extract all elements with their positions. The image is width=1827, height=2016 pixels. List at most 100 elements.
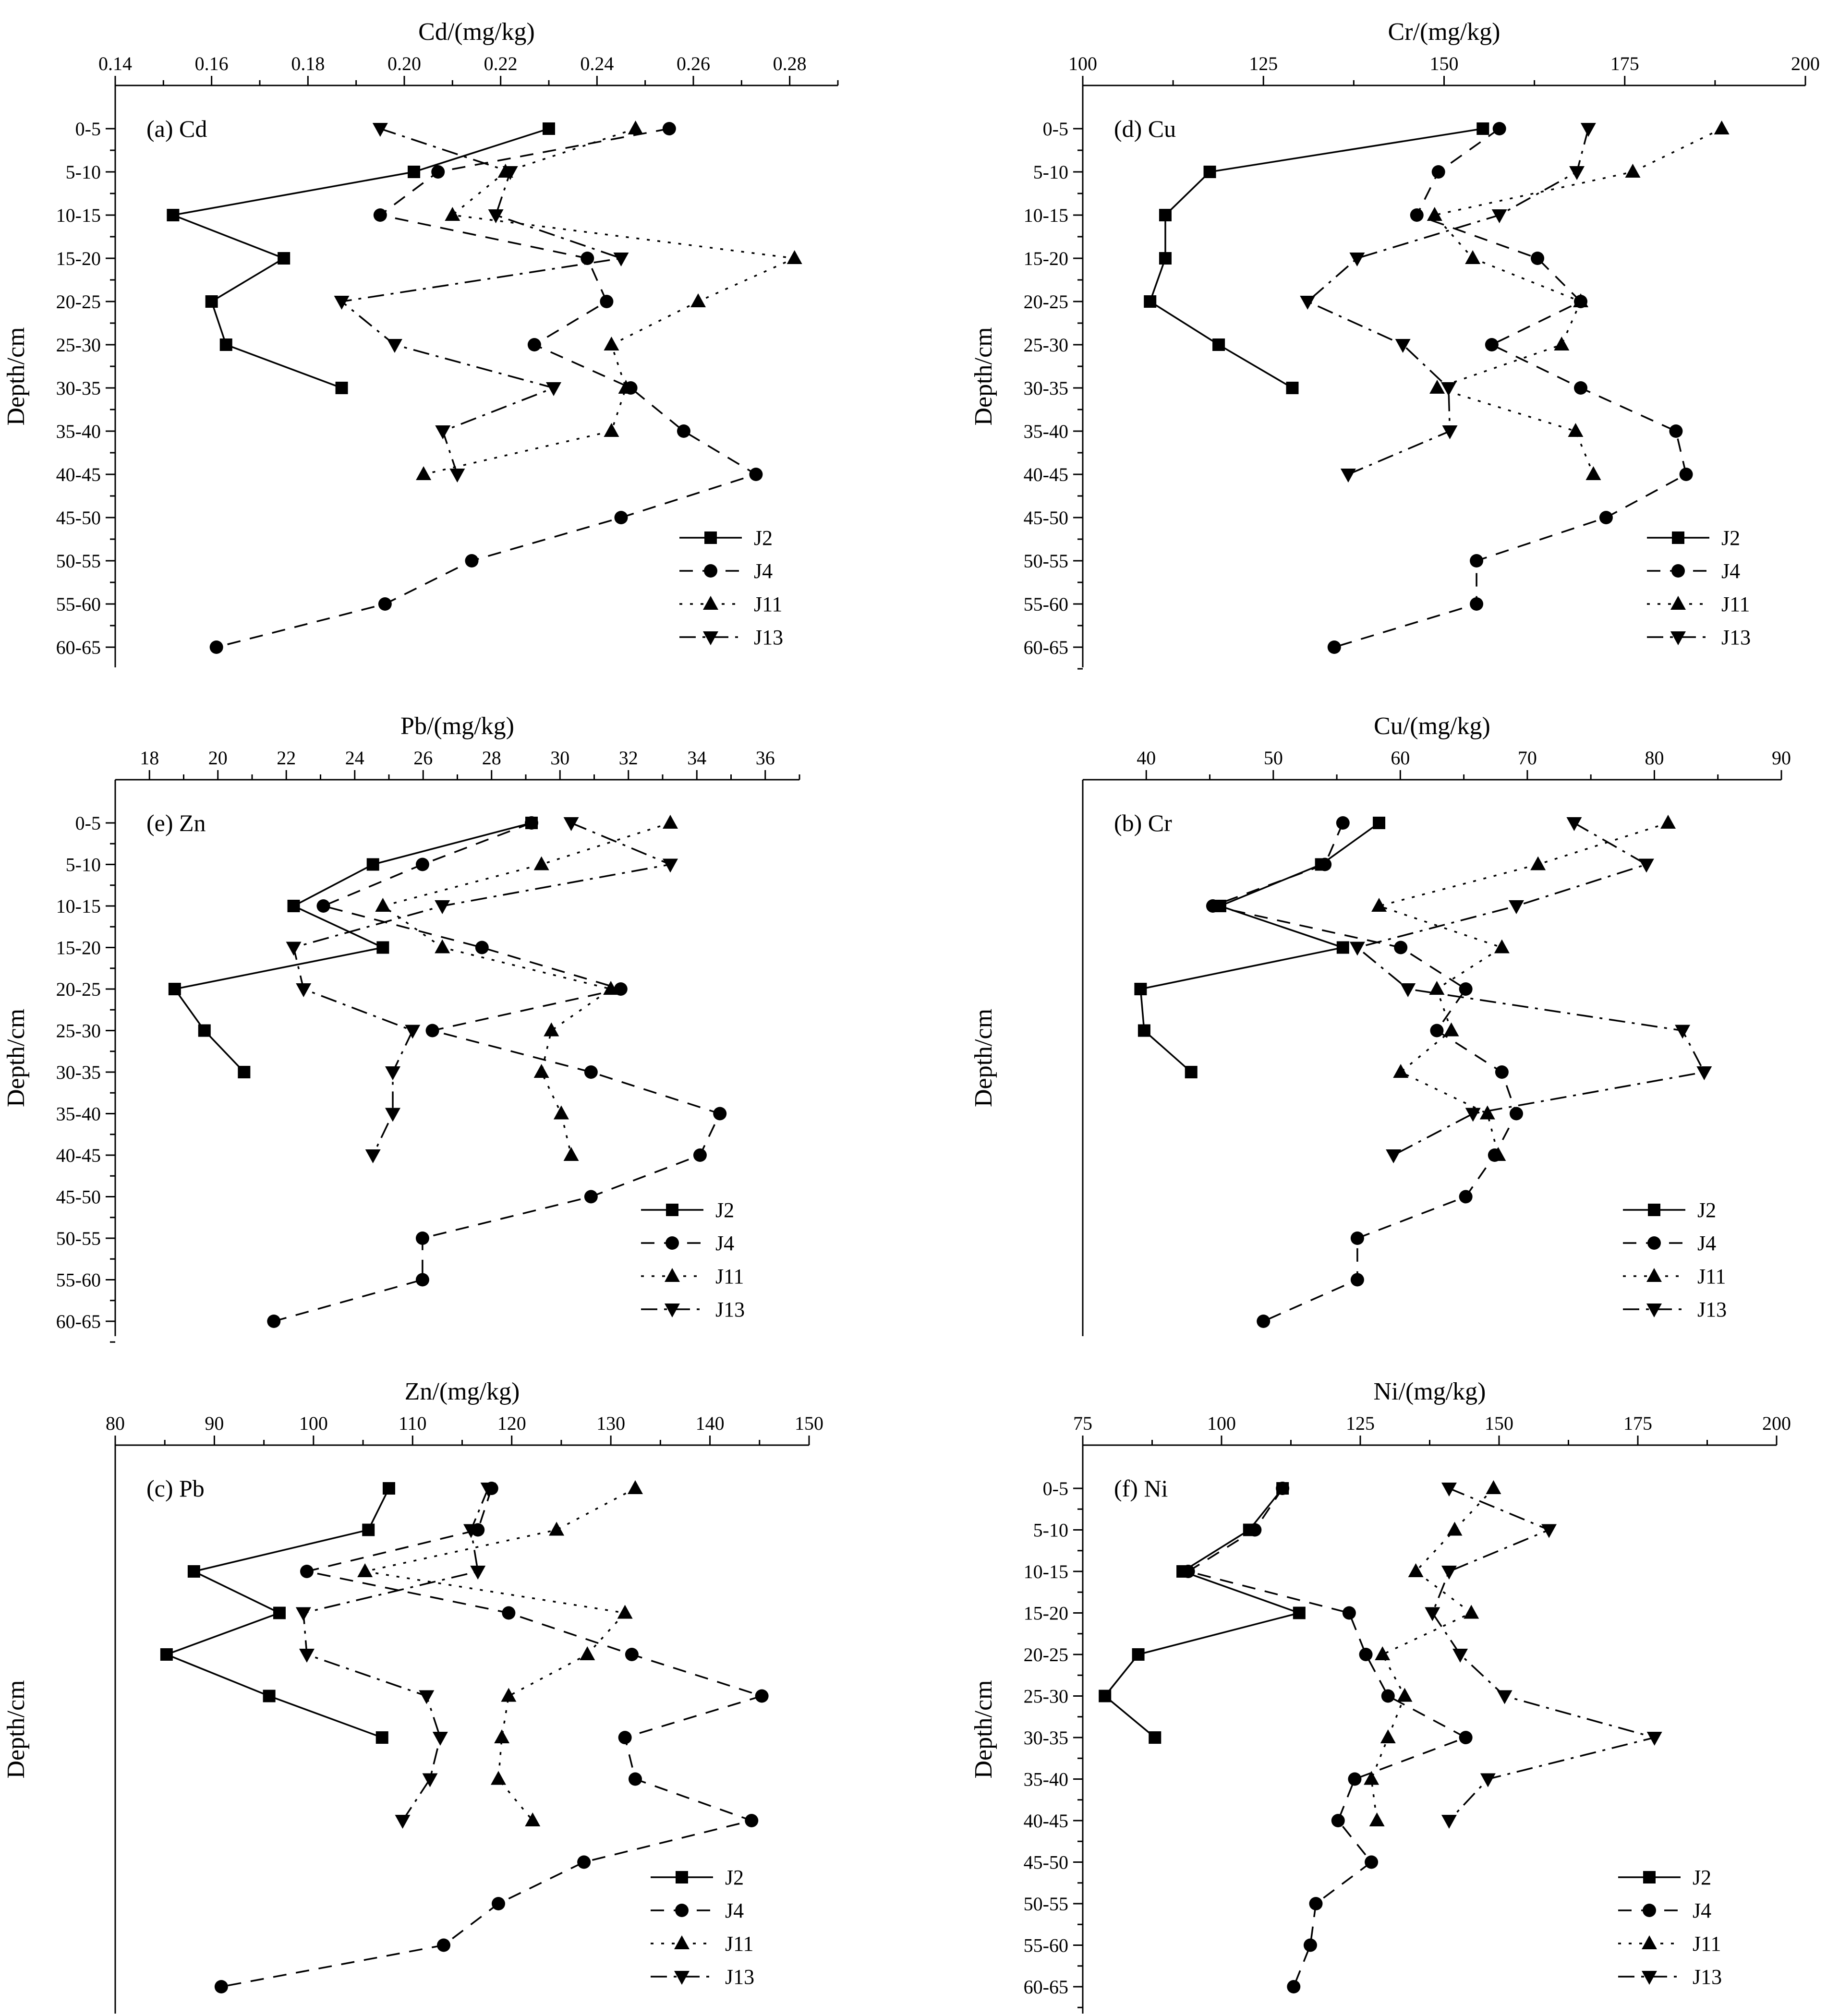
legend-marker-j11 [665,1268,680,1282]
data-point-j4 [1181,1565,1195,1578]
x-tick-label: 26 [413,747,433,769]
series-line-j4 [273,822,721,1322]
x-tick-label: 100 [1068,53,1097,74]
data-point-j4 [1342,1606,1356,1620]
x-axis-title: Cu/(mg/kg) [1374,712,1490,740]
panel-label: (a) Cd [146,115,207,142]
x-tick-label: 80 [1645,747,1664,769]
legend-marker-j2 [666,1204,678,1216]
y-axis-title: Depth/cm [970,1009,997,1107]
data-point-j4 [1431,165,1445,179]
data-point-j11 [416,466,432,480]
y-tick-label: 30-35 [1024,1727,1068,1749]
x-tick-label: 120 [497,1412,526,1434]
x-tick-label: 150 [1430,53,1459,74]
x-tick-label: 0.14 [98,53,132,74]
data-point-j4 [577,1855,591,1869]
x-tick-label: 0.24 [580,53,614,74]
y-tick-label: 20-25 [56,291,101,313]
data-point-j4 [1599,511,1613,524]
data-point-j13 [1441,1566,1457,1580]
data-point-j13 [1349,942,1365,956]
x-tick-label: 200 [1791,53,1820,74]
x-tick-label: 60 [1391,747,1410,769]
y-tick-label: 5-10 [1033,161,1068,183]
x-tick-label: 50 [1264,747,1283,769]
data-point-j2 [335,382,348,394]
y-tick-label: 50-55 [56,550,101,572]
data-point-j4 [1679,468,1693,481]
data-point-j11 [1464,1605,1479,1619]
chart-panel-4: Cu/(mg/kg) 40 50 60 70 80 90 0-5 5-10 10-15 15-20 2… [970,115,1791,1336]
data-point-j2 [160,1648,173,1661]
legend-label-j4: J4 [725,1899,744,1922]
data-point-j2 [1134,983,1147,995]
data-point-j11 [1443,1022,1459,1037]
data-point-j11 [549,1521,565,1536]
x-tick-label: 20 [208,747,228,769]
data-point-j4 [1206,899,1220,913]
x-tick-label: 90 [1772,747,1791,769]
data-point-j4 [214,1980,228,1993]
legend-label-j13: J13 [1721,626,1751,649]
legend-label-j11: J11 [715,1265,744,1288]
legend-label-j2: J2 [754,526,773,550]
data-point-j13 [449,469,465,483]
y-tick-label: 15-20 [1024,1603,1068,1624]
data-point-j13 [435,425,451,439]
data-point-j13 [546,382,562,396]
x-axis-title: Pb/(mg/kg) [400,712,514,740]
x-tick-label: 150 [1485,1412,1513,1434]
data-point-j11 [1427,207,1442,221]
chart-panel-6: Ni/(mg/kg) 75 100 125 150 175 200 0-5 5-10 10-15 1… [970,1378,1791,2014]
data-point-j4 [600,295,614,308]
data-point-j11 [1486,1480,1501,1494]
data-point-j13 [480,1483,496,1497]
data-point-j4 [1381,1689,1395,1703]
y-axis-title: Depth/cm [2,327,30,425]
legend-label-j11: J11 [754,592,783,616]
x-tick-label: 90 [205,1412,224,1434]
x-tick-label: 34 [687,747,706,769]
data-point-j11 [1369,1812,1385,1826]
y-tick-label: 45-50 [56,1186,101,1208]
data-point-j4 [677,424,690,438]
data-point-j4 [1365,1855,1379,1869]
data-point-j4 [1336,816,1350,830]
data-point-j4 [1394,941,1408,954]
data-point-j4 [614,511,628,524]
x-axis-title: Ni/(mg/kg) [1374,1378,1486,1405]
data-point-j13 [1491,209,1507,223]
legend-marker-j2 [1672,531,1684,544]
data-point-j4 [1510,1107,1523,1121]
data-point-j4 [584,1065,598,1079]
panel-label: (b) Cr [1114,809,1172,836]
y-tick-label: 20-25 [1024,291,1068,313]
data-point-j2 [187,1565,200,1578]
y-tick-label: 50-55 [56,1228,101,1249]
legend-marker-j13 [1646,1304,1662,1317]
data-point-j2 [1149,1731,1162,1744]
legend-label-j11: J11 [1697,1265,1726,1288]
data-point-j4 [1485,338,1499,351]
y-tick-label: 60-65 [56,637,101,658]
y-tick-label: 15-20 [56,248,101,269]
data-point-j13 [1400,983,1416,997]
data-point-j2 [375,1731,388,1744]
legend-marker-j13 [665,1304,680,1317]
data-point-j11 [533,856,549,870]
data-point-j4 [492,1897,505,1910]
legend-label-j11: J11 [1693,1932,1721,1956]
data-point-j2 [1286,382,1299,394]
data-point-j13 [613,253,629,266]
data-point-j13 [1465,1108,1481,1122]
x-tick-label: 22 [277,747,296,769]
data-point-j2 [366,858,379,871]
y-tick-label: 30-35 [1024,377,1068,399]
data-point-j2 [198,1024,211,1037]
data-point-j13 [387,339,402,353]
legend-marker-j4 [675,1904,689,1917]
data-point-j11 [1375,1646,1391,1660]
y-tick-label: 10-15 [1024,1561,1068,1582]
chart-panel-1: Cd/(mg/kg) 0.14 0.16 0.18 0.20 0.22 0.24 0.26 0.… [2,18,839,667]
